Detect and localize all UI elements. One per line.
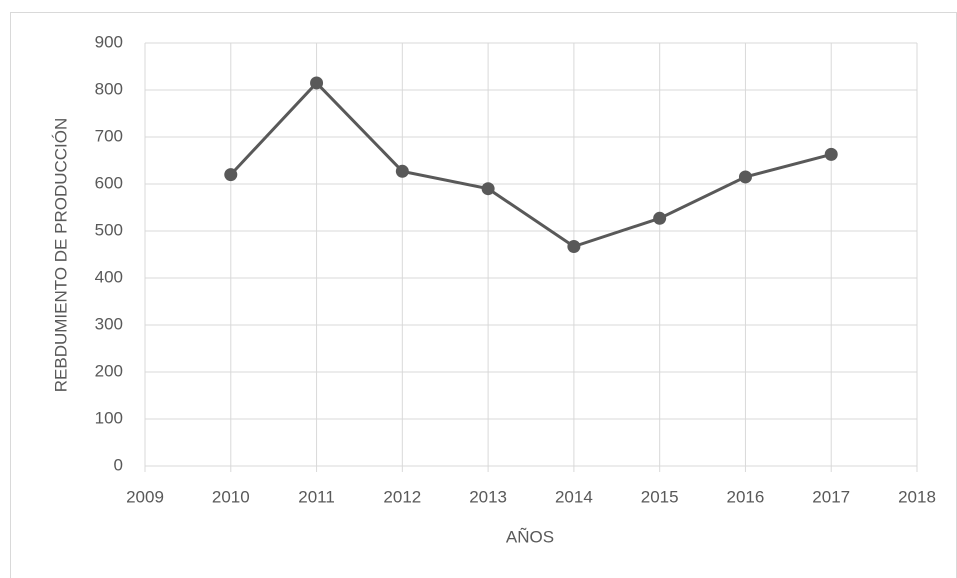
x-tick-label: 2013 [469,487,507,506]
y-tick-label: 900 [95,32,123,51]
data-point [395,164,409,178]
x-tick-label: 2009 [126,487,164,506]
x-tick-label: 2017 [812,487,850,506]
x-tick-label: 2011 [298,487,335,506]
y-tick-label: 0 [114,455,123,474]
data-point [653,211,667,225]
y-tick-label: 300 [95,314,123,333]
x-tick-label: 2015 [641,487,679,506]
y-tick-label: 400 [95,267,123,286]
x-tick-label: 2018 [898,487,936,506]
y-tick-label: 200 [95,361,123,380]
x-tick-label: 2014 [555,487,593,506]
x-axis-label: AÑOS [506,527,554,546]
chart-border [10,12,957,578]
data-point [824,147,838,161]
data-line [229,80,832,249]
data-point [738,170,752,184]
y-tick-label: 500 [95,220,123,239]
y-axis-label: REBDUMIENTO DE PRODUCCIÓN [51,118,70,393]
data-point [567,240,581,254]
y-tick-label: 700 [95,126,123,145]
x-tick-label: 2016 [727,487,765,506]
y-tick-label: 600 [95,173,123,192]
x-tick-label: 2012 [383,487,421,506]
data-point [224,168,238,182]
y-tick-label: 100 [95,408,123,427]
y-tick-label: 800 [95,79,123,98]
x-tick-label: 2010 [212,487,250,506]
data-point [481,182,495,196]
data-point [310,76,324,90]
